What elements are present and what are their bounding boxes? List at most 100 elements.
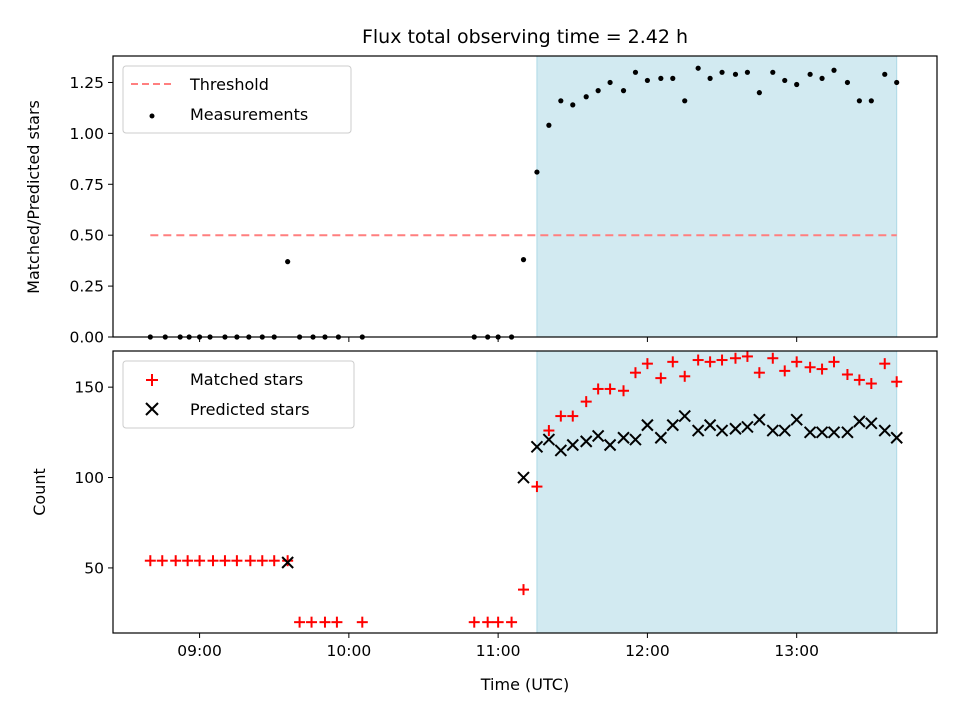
top-plot-frame [112, 55, 938, 338]
predicted-stars-marker [827, 426, 841, 439]
matched-stars-marker [679, 370, 691, 382]
matched-stars-marker [704, 356, 716, 368]
bottom-series-layer [144, 350, 903, 628]
predicted-stars-marker [666, 418, 679, 432]
top-chart-title: Flux total observing time = 2.42 h [362, 26, 688, 48]
predicted-stars-marker [778, 424, 791, 437]
matched-stars-marker [170, 555, 182, 567]
matched-stars-marker [356, 616, 368, 628]
x-tick-label: 13:00 [774, 642, 819, 660]
top-y-axis: 0.00 0.25 0.50 0.75 1.00 1.25 [69, 74, 113, 347]
predicted-stars-marker [766, 424, 780, 437]
top-observing-window-shade [536, 55, 898, 338]
matched-stars-marker [543, 425, 555, 437]
bottom-legend: Matched stars Predicted stars [122, 360, 355, 429]
measurements-point [794, 81, 800, 88]
measurements-point [882, 71, 888, 77]
measurements-point [546, 122, 552, 128]
predicted-stars-marker [753, 413, 766, 426]
measurements-point [819, 75, 825, 81]
y-tick-label: 100 [74, 469, 104, 487]
predicted-stars-marker [703, 418, 717, 432]
matched-stars-marker [294, 616, 306, 628]
predicted-stars-legend-label: Predicted stars [190, 400, 310, 419]
predicted-stars-marker [579, 435, 593, 448]
measurements-point [719, 69, 725, 75]
matched-stars-marker [741, 350, 753, 362]
y-tick-label: 0.00 [69, 329, 104, 347]
predicted-stars-marker [815, 426, 829, 439]
matched-stars-marker [729, 352, 741, 364]
y-tick-label: 150 [74, 379, 104, 397]
measurements-point [756, 90, 762, 96]
predicted-stars-marker [629, 433, 642, 446]
bottom-x-axis: 09:00 10:00 11:00 12:00 13:00 [177, 633, 819, 660]
matched-stars-marker [468, 616, 480, 628]
measurements-point [770, 69, 776, 75]
predicted-stars-marker [790, 413, 803, 426]
bottom-shaded-region-layer [536, 350, 898, 634]
matched-stars-marker [282, 555, 294, 567]
measurements-point [868, 98, 874, 104]
measurements-point [285, 259, 291, 265]
predicted-stars-marker [566, 438, 579, 452]
bottom-legend-box [122, 360, 355, 429]
matched-stars-marker [865, 378, 877, 390]
threshold-legend-label: Threshold [189, 75, 269, 94]
predicted-stars-marker [591, 429, 605, 443]
predicted-stars-marker [853, 415, 866, 428]
predicted-stars-marker [654, 431, 668, 444]
measurements-point [831, 67, 837, 73]
measurements-point [658, 75, 664, 81]
measurements-point [583, 94, 589, 100]
measurements-legend-swatch [149, 113, 155, 119]
measurements-point [707, 75, 713, 81]
matched-stars-marker [853, 374, 865, 386]
matched-stars-marker [268, 555, 280, 567]
predicted-stars-marker [603, 438, 617, 452]
matched-stars-marker [580, 396, 592, 408]
top-y-axis-label: Matched/Predicted stars [24, 100, 43, 294]
measurements-point [682, 98, 688, 104]
measurements-point [570, 102, 576, 108]
matched-stars-marker [492, 616, 504, 628]
matched-stars-marker [618, 385, 630, 397]
predicted-stars-marker [729, 422, 742, 435]
predicted-stars-marker [517, 471, 530, 484]
matched-stars-marker [816, 363, 828, 375]
top-legend-box [122, 65, 352, 134]
predicted-stars-marker [678, 409, 691, 423]
matched-stars-marker [156, 555, 168, 567]
measurements-point [607, 79, 613, 86]
predicted-stars-legend-swatch [145, 402, 159, 416]
measurements-point [695, 65, 701, 71]
top-legend: Threshold Measurements [122, 65, 352, 134]
measurements-legend-label: Measurements [190, 105, 308, 124]
measurements-point [620, 88, 627, 94]
predicted-stars-marker [803, 426, 817, 439]
predicted-stars-marker [890, 431, 903, 444]
matched-stars-legend-swatch [146, 374, 158, 386]
measurements-point [534, 169, 540, 175]
top-panel: Flux total observing time = 2.42 h 0.00 0… [24, 26, 938, 347]
measurements-point [732, 71, 739, 77]
matched-stars-marker [518, 584, 530, 596]
predicted-stars-marker [741, 420, 754, 434]
matched-stars-marker [244, 555, 256, 567]
matched-stars-marker [207, 555, 219, 567]
matched-stars-legend-label: Matched stars [190, 370, 303, 389]
matched-stars-marker [182, 555, 194, 567]
bottom-plot-frame [112, 350, 938, 634]
y-tick-label: 50 [84, 559, 104, 577]
matched-stars-marker [791, 356, 803, 368]
matched-stars-marker [828, 356, 840, 368]
y-tick-label: 0.50 [69, 227, 104, 245]
y-tick-label: 0.25 [69, 278, 104, 296]
bottom-y-axis-label: Count [30, 468, 49, 516]
predicted-stars-marker [530, 440, 544, 454]
matched-stars-marker [841, 369, 853, 380]
measurements-point [807, 71, 813, 77]
matched-stars-marker [879, 358, 891, 370]
measurements-point [844, 79, 851, 86]
